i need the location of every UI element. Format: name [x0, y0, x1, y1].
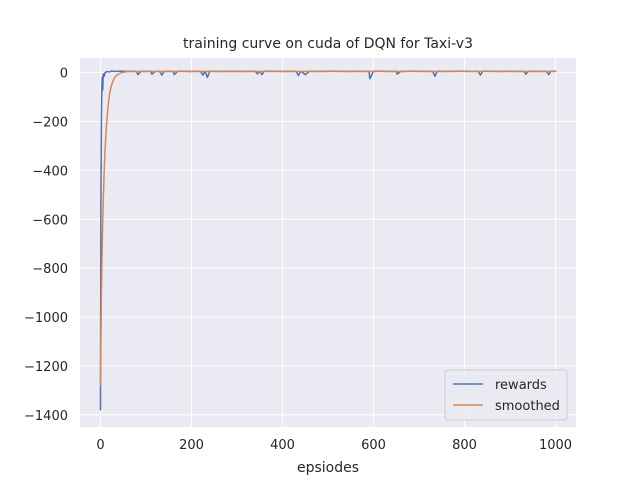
x-tick-label: 600	[361, 438, 386, 453]
x-tick-labels: 0 200 400 600 800 1000	[96, 438, 572, 453]
x-tick-label: 200	[179, 438, 204, 453]
x-tick-label: 0	[96, 438, 104, 453]
x-tick-label: 1000	[539, 438, 572, 453]
x-tick-label: 800	[452, 438, 477, 453]
legend-label-smoothed: smoothed	[495, 399, 560, 414]
y-tick-labels: 0 −200 −400 −600 −800 −1000 −1200 −1400	[24, 67, 68, 424]
y-tick-label: 0	[60, 67, 68, 82]
series-layer	[99, 70, 557, 411]
legend-label-rewards: rewards	[495, 378, 547, 393]
legend: rewards smoothed	[444, 369, 568, 421]
legend-box	[444, 369, 568, 421]
y-tick-label: −200	[32, 116, 68, 131]
y-tick-label: −400	[32, 164, 68, 179]
y-tick-label: −1000	[24, 311, 68, 326]
y-tick-label: −1400	[24, 409, 68, 424]
series-line-smoothed	[99, 70, 557, 387]
x-tick-label: 400	[270, 438, 295, 453]
grid	[80, 58, 576, 427]
y-tick-label: −1200	[24, 360, 68, 375]
y-tick-label: −800	[32, 262, 68, 277]
y-tick-label: −600	[32, 213, 68, 228]
chart-title: training curve on cuda of DQN for Taxi-v…	[183, 36, 473, 52]
x-axis-label: epsiodes	[297, 460, 359, 476]
